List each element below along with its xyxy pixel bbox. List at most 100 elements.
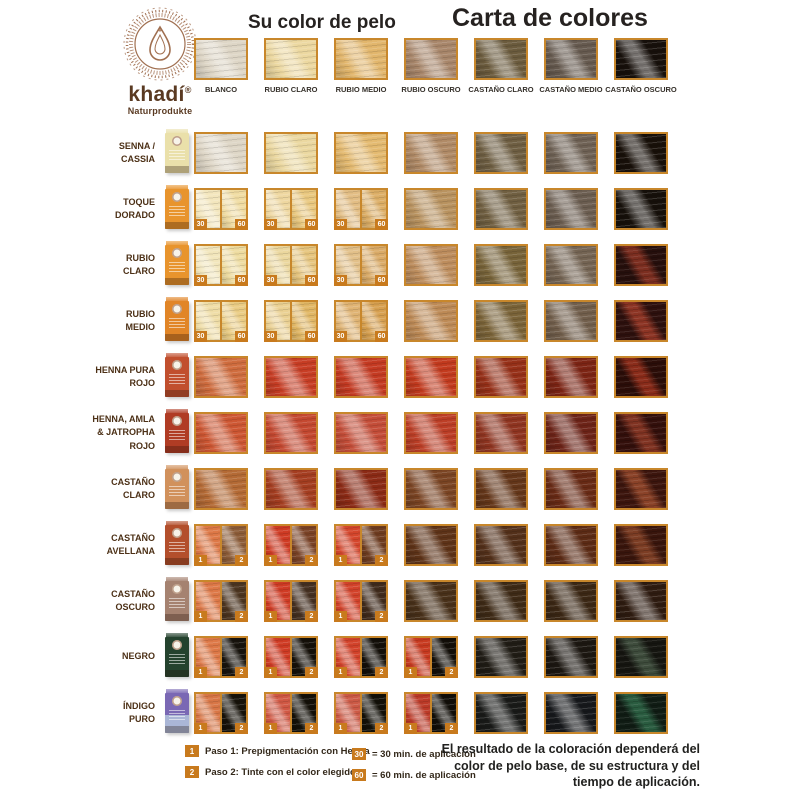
page-title: Carta de colores xyxy=(452,4,648,32)
result-swatch xyxy=(404,188,458,230)
badge-right: 60 xyxy=(305,275,318,286)
badge-left: 1 xyxy=(404,723,417,734)
result-swatch xyxy=(404,356,458,398)
badge-left: 30 xyxy=(264,275,277,286)
result-swatch xyxy=(474,692,528,734)
box-logo-icon xyxy=(172,640,182,650)
note-line: color de pelo base, de su estructura y d… xyxy=(454,758,700,773)
product-box xyxy=(160,577,194,621)
brand-text: khadí xyxy=(128,83,185,106)
product-label-line: CASTAÑO xyxy=(111,588,155,599)
result-swatch xyxy=(544,692,598,734)
product-label-line: RUBIO xyxy=(126,252,155,263)
result-swatch xyxy=(474,356,528,398)
time-badge: 30 xyxy=(352,748,366,760)
result-swatch xyxy=(474,412,528,454)
result-cells: 30 60 30 60 30 60 xyxy=(194,244,668,286)
step2-half xyxy=(361,246,386,284)
result-swatch xyxy=(544,580,598,622)
box-logo-icon xyxy=(172,192,182,202)
result-swatch xyxy=(614,692,668,734)
step-badge: 2 xyxy=(185,766,199,778)
product-row: CASTAÑO AVELLANA 1 2 1 2 1 2 xyxy=(40,521,668,566)
result-swatch xyxy=(544,468,598,510)
result-swatch xyxy=(614,468,668,510)
badge-right: 60 xyxy=(305,219,318,230)
box-logo-icon xyxy=(172,696,182,706)
result-cells: 30 60 30 60 30 60 xyxy=(194,188,668,230)
base-color-label: RUBIO OSCURO xyxy=(401,85,461,94)
result-swatch xyxy=(614,132,668,174)
time-badge: 60 xyxy=(352,769,366,781)
badge-right: 2 xyxy=(445,667,458,678)
box-text-lines xyxy=(169,206,185,216)
result-swatch xyxy=(614,636,668,678)
result-swatch xyxy=(404,132,458,174)
result-swatch xyxy=(544,636,598,678)
result-swatch-split: 30 60 xyxy=(194,244,248,286)
base-color: RUBIO OSCURO xyxy=(396,38,466,94)
result-swatch xyxy=(264,412,318,454)
base-color-swatch xyxy=(334,38,388,80)
product-row: RUBIO CLARO 30 60 30 60 30 60 xyxy=(40,241,668,286)
product-label-line: RUBIO xyxy=(126,308,155,319)
result-swatch xyxy=(614,356,668,398)
box-text-lines xyxy=(169,430,185,440)
result-swatch-split: 30 60 xyxy=(334,188,388,230)
product-box xyxy=(160,465,194,509)
product-label-line: OSCURO xyxy=(115,602,155,612)
badge-right: 60 xyxy=(375,219,388,230)
step2-half xyxy=(221,526,246,564)
step1-half xyxy=(266,694,291,732)
product-label: CASTAÑO CLARO xyxy=(40,476,160,503)
box-logo-icon xyxy=(172,528,182,538)
time-text: = 30 min. de aplicación xyxy=(372,748,476,760)
color-results-grid: SENNA / CASSIA TOQUE DORADO 30 60 30 60 30 60 RUBI… xyxy=(40,129,668,734)
result-swatch-split: 30 60 xyxy=(264,244,318,286)
base-color-swatch xyxy=(264,38,318,80)
base-color: BLANCO xyxy=(186,38,256,94)
time-text: = 60 min. de aplicación xyxy=(372,769,476,781)
result-swatch xyxy=(544,244,598,286)
step2-half xyxy=(291,302,316,340)
product-label: HENNA, AMLA & JATROPHA ROJO xyxy=(40,413,160,454)
product-label: NEGRO xyxy=(40,650,160,664)
badge-left: 1 xyxy=(194,611,207,622)
result-swatch xyxy=(404,412,458,454)
base-color-swatch xyxy=(614,38,668,80)
result-swatch xyxy=(474,188,528,230)
result-swatch xyxy=(614,412,668,454)
result-swatch xyxy=(334,132,388,174)
badge-left: 1 xyxy=(194,555,207,566)
box-text-lines xyxy=(169,318,185,328)
registered-mark: ® xyxy=(184,85,192,95)
product-label: ÍNDIGO PURO xyxy=(40,700,160,727)
product-row: NEGRO 1 2 1 2 1 2 1 2 xyxy=(40,633,668,678)
box-text-lines xyxy=(169,598,185,608)
product-label-line: CASTAÑO xyxy=(111,476,155,487)
result-swatch xyxy=(544,356,598,398)
base-hair-colors-row: BLANCO RUBIO CLARO RUBIO MEDIO RUBIO OSCURO… xyxy=(186,38,677,94)
product-row: RUBIO MEDIO 30 60 30 60 30 60 xyxy=(40,297,668,342)
badge-left: 1 xyxy=(404,667,417,678)
product-box xyxy=(160,185,194,229)
product-box-art xyxy=(165,353,189,397)
product-box xyxy=(160,689,194,733)
base-color: CASTAÑO MEDIO xyxy=(536,38,606,94)
badge-left: 30 xyxy=(334,275,347,286)
product-box-art xyxy=(165,577,189,621)
step2-half xyxy=(221,694,246,732)
step-text: Paso 1: Prepigmentación con Henna xyxy=(205,745,370,757)
product-box-art xyxy=(165,129,189,173)
khadi-logo: khadí® Naturprodukte xyxy=(114,6,206,116)
badge-right: 2 xyxy=(375,611,388,622)
result-swatch-split: 30 60 xyxy=(264,188,318,230)
product-label: SENNA / CASSIA xyxy=(40,140,160,167)
